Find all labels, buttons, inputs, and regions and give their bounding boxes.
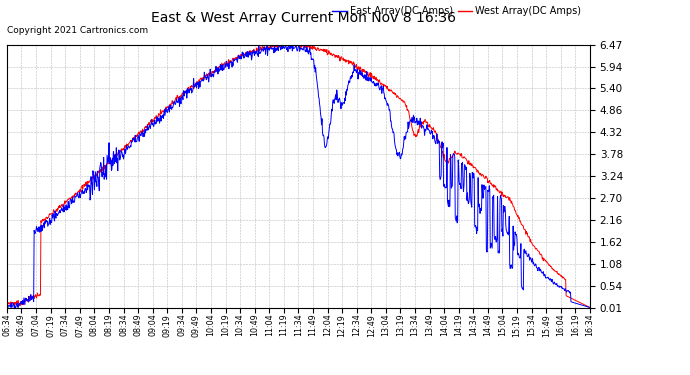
Text: East & West Array Current Mon Nov 8 16:36: East & West Array Current Mon Nov 8 16:3… xyxy=(151,11,456,25)
Text: Copyright 2021 Cartronics.com: Copyright 2021 Cartronics.com xyxy=(7,26,148,35)
Legend: East Array(DC Amps), West Array(DC Amps): East Array(DC Amps), West Array(DC Amps) xyxy=(328,3,585,20)
